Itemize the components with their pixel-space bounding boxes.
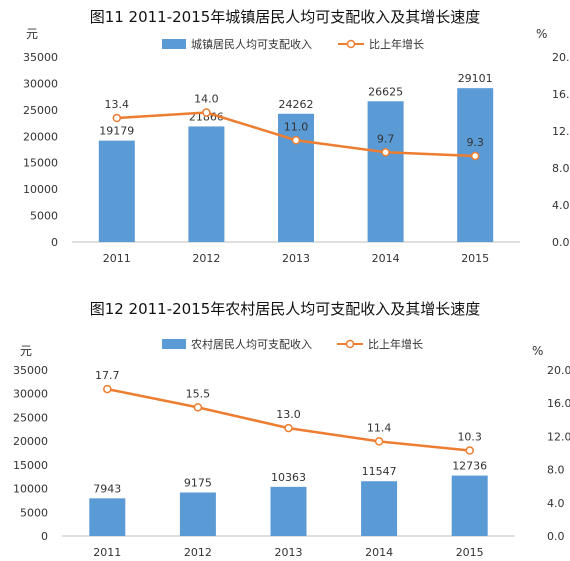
y-left-tick-label: 25000 [23, 104, 58, 117]
bar-value-label: 9175 [184, 476, 212, 489]
y-left-tick-label: 35000 [13, 364, 48, 377]
growth-value-label: 11.4 [367, 421, 392, 434]
y-left-unit-label: 元 [20, 344, 32, 358]
y-right-tick-label: 8.0 [552, 162, 570, 175]
y-right-tick-label: 16.0 [547, 397, 570, 410]
growth-point [291, 136, 301, 145]
y-left-tick-label: 10000 [23, 183, 58, 196]
growth-value-label: 9.7 [377, 132, 395, 145]
bar [361, 481, 398, 536]
y-left-tick-label: 5000 [30, 210, 58, 223]
y-left-tick-label: 25000 [13, 411, 48, 424]
y-left-tick-label: 15000 [23, 157, 58, 170]
chart-title: 图11 2011-2015年城镇居民人均可支配收入及其增长速度 [89, 8, 481, 26]
bar [89, 498, 126, 536]
bar [278, 113, 314, 243]
legend-line-marker [345, 339, 355, 349]
y-left-tick-label: 0 [41, 530, 48, 543]
y-right-tick-label: 4.0 [552, 199, 570, 212]
bar-value-label: 24262 [279, 98, 314, 111]
y-right-unit-label: % [536, 27, 547, 41]
growth-value-label: 15.5 [186, 387, 211, 400]
legend-bar-label: 农村居民人均可支配收入 [191, 337, 312, 351]
bar [98, 140, 135, 242]
bar-value-label: 12736 [452, 460, 487, 473]
bar-value-label: 10363 [271, 471, 306, 484]
x-tick-label: 2014 [372, 252, 400, 265]
growth-point [284, 423, 293, 433]
growth-point [103, 384, 112, 394]
x-tick-label: 2012 [184, 546, 212, 559]
x-tick-label: 2011 [103, 252, 131, 265]
y-left-tick-label: 30000 [23, 77, 58, 90]
growth-point [202, 108, 211, 117]
bar-value-label: 11547 [362, 465, 397, 478]
y-right-tick-label: 8.0 [547, 464, 565, 477]
x-tick-label: 2013 [282, 252, 310, 265]
x-tick-label: 2015 [456, 546, 484, 559]
growth-point [193, 403, 203, 412]
growth-point [470, 151, 480, 161]
y-right-tick-label: 16.0 [552, 88, 570, 101]
legend-bar-label: 城镇居民人均可支配收入 [191, 37, 312, 51]
legend-bar-swatch [162, 339, 186, 349]
growth-value-label: 9.3 [466, 136, 484, 149]
y-left-tick-label: 15000 [13, 459, 48, 472]
growth-point [112, 113, 122, 123]
growth-point [465, 446, 474, 455]
legend-bar-swatch [162, 39, 186, 49]
y-right-tick-label: 12.0 [547, 430, 570, 443]
y-left-tick-label: 20000 [13, 435, 48, 448]
y-right-tick-label: 0.0 [552, 236, 570, 249]
growth-value-label: 10.3 [457, 431, 482, 444]
y-right-tick-label: 12.0 [552, 125, 570, 138]
growth-point [374, 437, 384, 446]
y-right-tick-label: 20.0 [552, 51, 570, 64]
y-left-tick-label: 35000 [23, 51, 58, 64]
y-left-tick-label: 30000 [13, 388, 48, 401]
chart-urban-income: 图11 2011-2015年城镇居民人均可支配收入及其增长速度 元% 城镇居民人均… [0, 0, 570, 280]
y-left-tick-label: 5000 [20, 506, 48, 519]
x-tick-label: 2011 [93, 546, 121, 559]
bar [188, 126, 225, 242]
chart-title: 图12 2011-2015年农村居民人均可支配收入及其增长速度 [89, 300, 481, 318]
chart-rural-income-svg: 元 % 农村居民人均可支配收入 比上年增长 0 5000 10000 15000 20000 25… [13, 337, 570, 559]
bar [367, 101, 404, 243]
growth-value-label: 13.0 [276, 408, 301, 421]
x-tick-label: 2012 [192, 252, 220, 265]
legend-line-marker [346, 39, 356, 49]
legend-line-label: 比上年增长 [368, 337, 423, 351]
y-right-tick-label: 0.0 [547, 530, 565, 543]
growth-value-label: 14.0 [194, 93, 219, 106]
growth-value-label: 13.4 [105, 98, 130, 111]
y-left-tick-label: 20000 [23, 130, 58, 143]
bar-value-label: 29101 [458, 72, 493, 85]
bar-value-label: 26625 [368, 85, 403, 98]
x-tick-label: 2013 [275, 546, 303, 559]
growth-value-label: 11.0 [284, 120, 309, 133]
y-left-tick-label: 10000 [13, 483, 48, 496]
y-right-tick-label: 4.0 [547, 497, 565, 510]
growth-point [381, 148, 390, 157]
bar [179, 492, 216, 536]
chart-urban-income-svg: 元 % 城镇居民人均可支配收入 比上年增长 0 5000 10000 15000 20000 25… [23, 27, 570, 265]
bar [451, 475, 488, 536]
bar [270, 486, 307, 536]
y-right-tick-label: 20.0 [547, 364, 570, 377]
chart-rural-income: 图12 2011-2015年农村居民人均可支配收入及其增长速度 元% 农村居民人均… [0, 290, 570, 561]
bar-value-label: 19179 [99, 125, 134, 138]
bar [457, 88, 494, 243]
y-left-unit-label: 元 [26, 27, 38, 41]
y-left-tick-label: 0 [51, 236, 58, 249]
growth-value-label: 17.7 [95, 369, 120, 382]
x-tick-label: 2015 [461, 252, 489, 265]
y-right-unit-label: % [532, 344, 543, 358]
x-tick-label: 2014 [365, 546, 393, 559]
legend-line-label: 比上年增长 [369, 37, 424, 51]
bar-value-label: 7943 [93, 482, 121, 495]
